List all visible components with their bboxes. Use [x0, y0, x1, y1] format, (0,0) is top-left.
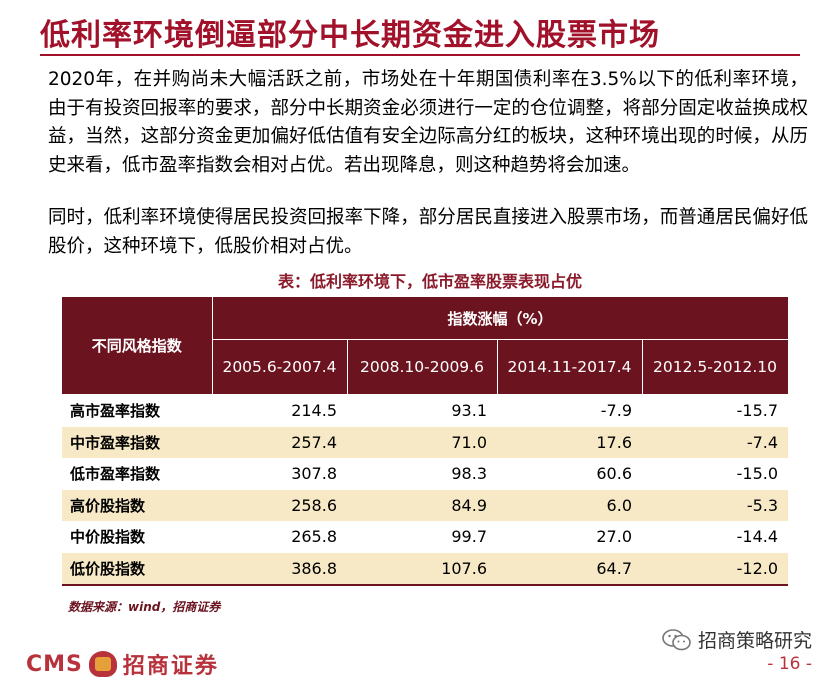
- cell-value: 6.0: [497, 489, 642, 521]
- period-header: 2014.11-2017.4: [497, 339, 643, 395]
- wechat-brand: 招商策略研究: [662, 626, 812, 653]
- cell-value: 98.3: [451, 464, 487, 484]
- cell-value: 27.0: [596, 527, 632, 547]
- cell-value: 17.6: [497, 426, 642, 458]
- cell-value: 386.8: [212, 552, 347, 586]
- company-logo: CMS 招商证券: [26, 648, 219, 680]
- cell-value: 60.6: [596, 464, 632, 484]
- cell-value: 84.9: [347, 489, 497, 521]
- cell-value: 107.6: [347, 552, 497, 586]
- page-title: 低利率环境倒逼部分中长期资金进入股票市场: [40, 18, 660, 53]
- cell-value: 307.8: [291, 464, 337, 484]
- wechat-icon: [662, 628, 692, 652]
- period-header: 2008.10-2009.6: [347, 339, 498, 395]
- cell-value: 93.1: [451, 401, 487, 421]
- row-label: 低价股指数: [62, 552, 212, 586]
- cell-value: 257.4: [212, 426, 347, 458]
- row-label: 低市盈率指数: [70, 465, 161, 484]
- logo-en: CMS: [26, 651, 83, 677]
- period-header: 2005.6-2007.4: [212, 339, 348, 395]
- brand-name: 招商策略研究: [697, 630, 812, 652]
- cell-value: -7.4: [642, 426, 789, 458]
- table-row: 中价股指数 265.8 99.7 27.0 -14.4: [62, 521, 788, 553]
- table-caption: 表：低利率环境下，低市盈率股票表现占优: [277, 272, 582, 291]
- index-gain-header: 指数涨幅（%）: [212, 297, 789, 340]
- row-label: 中市盈率指数: [62, 426, 212, 458]
- row-label: 高市盈率指数: [70, 402, 161, 421]
- index-performance-table: 不同风格指数 指数涨幅（%） 2005.6-2007.4 2008.10-200…: [62, 297, 789, 586]
- logo-cn: 招商证券: [122, 654, 219, 679]
- cell-value: -7.9: [600, 401, 632, 421]
- cell-value: -15.7: [736, 401, 779, 421]
- page-number: - 16 -: [767, 654, 812, 674]
- cell-value: 99.7: [451, 527, 487, 547]
- table-row: 高市盈率指数 214.5 93.1 -7.9 -15.7: [62, 395, 788, 427]
- logo-mark-icon: [88, 651, 117, 677]
- paragraph-2: 同时，低利率环境使得居民投资回报率下降，部分居民直接进入股票市场，而普通居民偏好…: [48, 207, 808, 257]
- row-label: 高价股指数: [62, 489, 212, 521]
- cell-value: -5.3: [642, 489, 789, 521]
- period-header: 2012.5-2012.10: [642, 339, 789, 395]
- title-underline: [40, 54, 800, 56]
- cell-value: -15.0: [736, 464, 779, 484]
- row-label: 中价股指数: [70, 528, 146, 547]
- paragraph-1: 2020年，在并购尚未大幅活跃之前，市场处在十年期国债利率在3.5%以下的低利率…: [48, 69, 808, 176]
- data-source-note: 数据来源：wind，招商证券: [68, 600, 221, 614]
- table-row: 低价股指数 386.8 107.6 64.7 -12.0: [62, 552, 789, 586]
- table-row: 高价股指数 258.6 84.9 6.0 -5.3: [62, 489, 789, 521]
- style-index-header: 不同风格指数: [62, 297, 213, 395]
- cell-value: -14.4: [736, 527, 779, 547]
- cell-value: 64.7: [497, 552, 642, 586]
- cell-value: 214.5: [291, 401, 337, 421]
- table-row: 低市盈率指数 307.8 98.3 60.6 -15.0: [62, 458, 788, 490]
- table-row: 中市盈率指数 257.4 71.0 17.6 -7.4: [62, 426, 789, 458]
- cell-value: -12.0: [642, 552, 789, 586]
- cell-value: 265.8: [291, 527, 337, 547]
- cell-value: 71.0: [347, 426, 497, 458]
- cell-value: 258.6: [212, 489, 347, 521]
